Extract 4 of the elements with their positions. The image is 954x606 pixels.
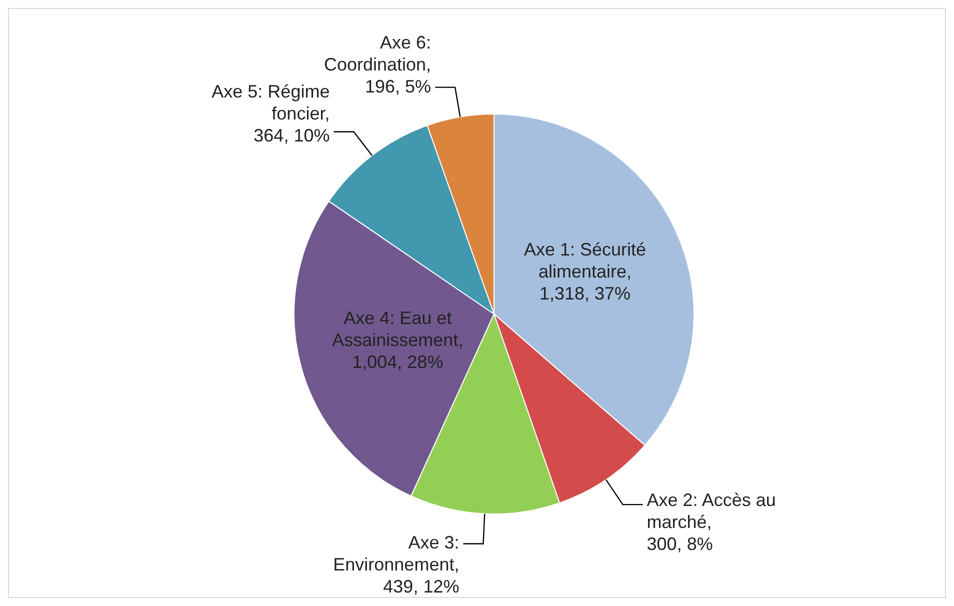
slice-label: Axe 3: Environnement, 439, 12%	[333, 532, 460, 596]
slice-label: Axe 2: Accès au marché, 300, 8%	[646, 490, 776, 554]
slice-label: Axe 4: Eau et Assainissement, 1,004, 28%	[332, 308, 464, 372]
slice-label: Axe 1: Sécurité alimentaire, 1,318, 37%	[524, 239, 646, 304]
